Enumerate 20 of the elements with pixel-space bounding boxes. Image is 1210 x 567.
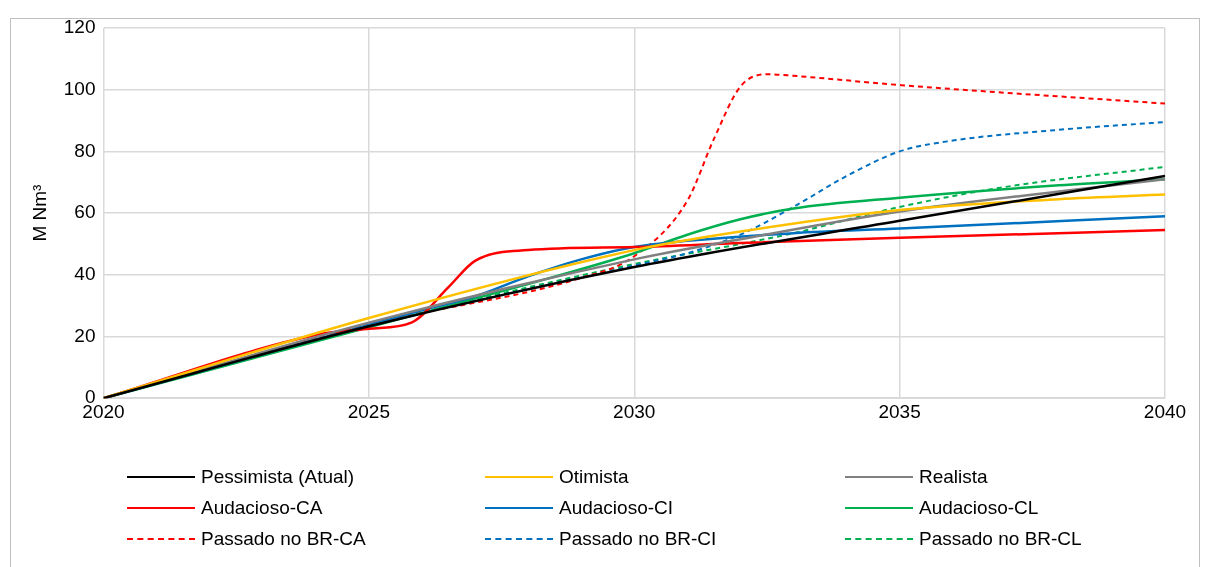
y-tick-label: 120 — [63, 16, 96, 38]
legend-label: Realista — [919, 465, 988, 489]
x-tick-label: 2025 — [347, 400, 391, 422]
x-tick-label: 2040 — [1143, 400, 1187, 422]
y-tick-label: 80 — [74, 139, 96, 161]
legend-label: Passado no BR-CI — [559, 527, 717, 551]
legend-label: Pessimista (Atual) — [201, 465, 355, 489]
x-tick-label: 2035 — [878, 400, 921, 422]
x-tick-label: 2030 — [613, 400, 656, 422]
legend-label: Otimista — [559, 465, 629, 489]
legend-label: Audacioso-CI — [559, 496, 674, 520]
y-axis-title: M Nm³ — [28, 184, 50, 242]
y-tick-label: 100 — [63, 77, 96, 99]
y-tick-label: 60 — [74, 201, 96, 223]
legend-label: Passado no BR-CL — [919, 527, 1082, 551]
legend-label: Passado no BR-CA — [201, 527, 366, 551]
legend-label: Audacioso-CL — [919, 496, 1039, 520]
y-tick-label: 40 — [74, 263, 96, 285]
y-tick-label: 20 — [74, 324, 96, 346]
legend-label: Audacioso-CA — [201, 496, 323, 520]
